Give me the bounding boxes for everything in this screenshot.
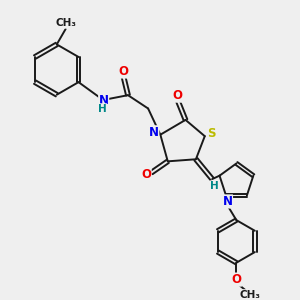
Text: H: H — [210, 181, 219, 191]
Text: H: H — [98, 104, 106, 114]
Text: N: N — [149, 126, 159, 139]
Text: N: N — [99, 94, 109, 107]
Text: S: S — [207, 127, 215, 140]
Text: N: N — [223, 195, 232, 208]
Text: O: O — [118, 65, 128, 78]
Text: CH₃: CH₃ — [239, 290, 260, 300]
Text: O: O — [172, 89, 182, 102]
Text: O: O — [231, 273, 242, 286]
Text: CH₃: CH₃ — [55, 18, 76, 28]
Text: O: O — [141, 168, 151, 181]
